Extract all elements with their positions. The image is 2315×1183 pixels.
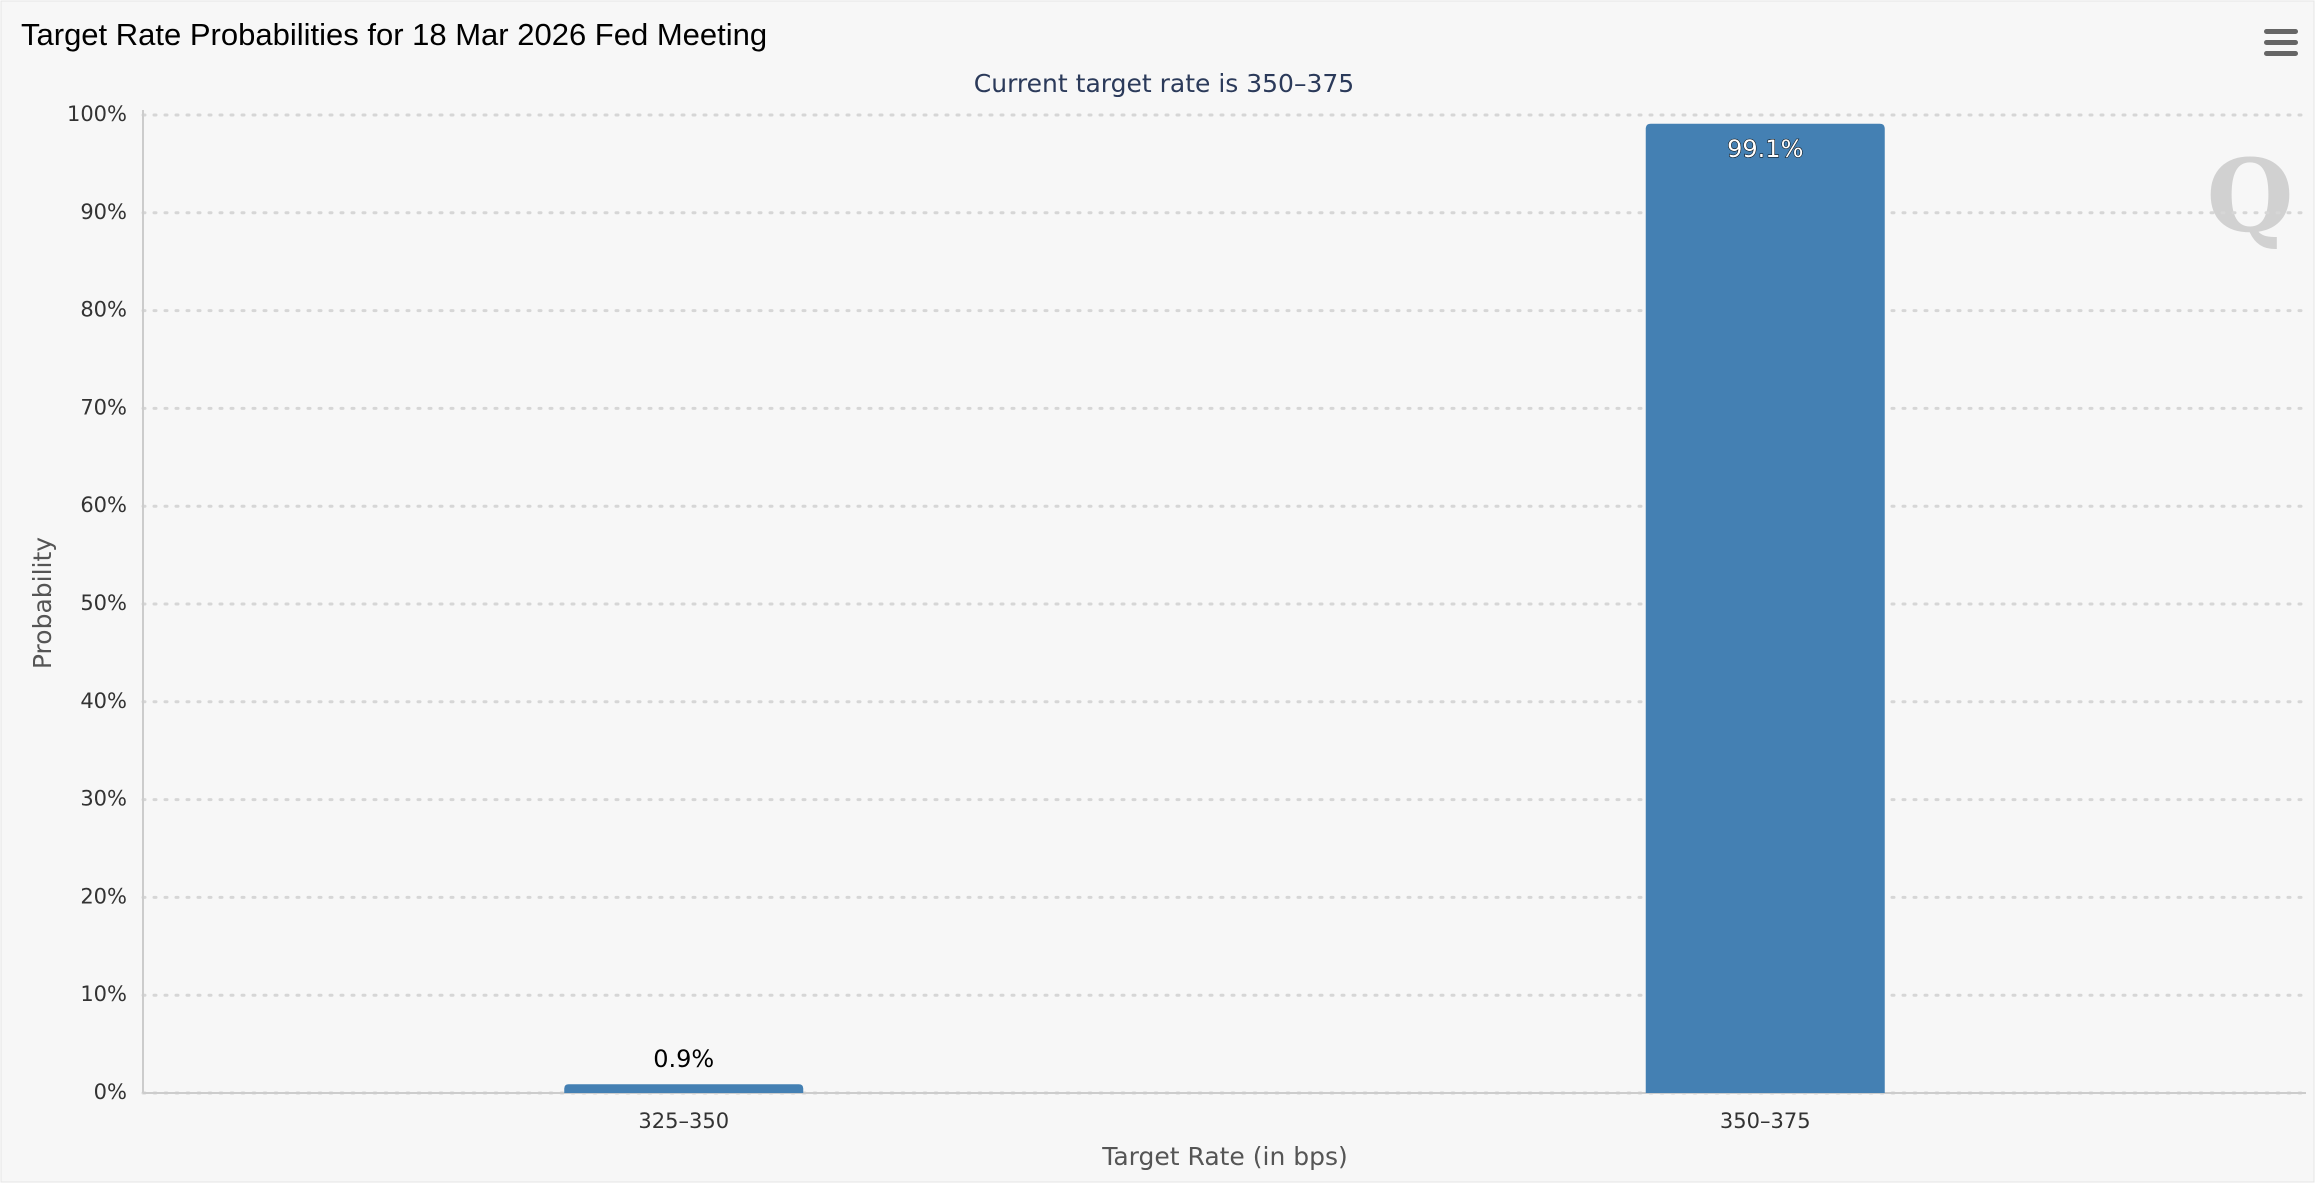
y-axis-title: Probability xyxy=(28,537,57,669)
y-tick-label: 10% xyxy=(80,982,127,1006)
y-tick-label: 60% xyxy=(80,493,127,517)
menu-bar[interactable] xyxy=(2264,40,2298,45)
y-tick-label: 80% xyxy=(80,298,127,322)
bar xyxy=(564,1084,804,1093)
watermark-logo: Q xyxy=(2206,137,2293,255)
x-tick-label: 350–375 xyxy=(1720,1109,1811,1133)
x-tick-label: 325–350 xyxy=(638,1109,729,1133)
menu-button[interactable] xyxy=(2264,29,2298,56)
value-label: 0.9% xyxy=(653,1045,714,1073)
chart-subtitle: Current target rate is 350–375 xyxy=(974,69,1354,98)
y-tick-label: 20% xyxy=(80,884,127,908)
y-tick-label: 0% xyxy=(94,1080,127,1104)
bar xyxy=(1645,123,1885,1093)
y-tick-label: 100% xyxy=(67,102,127,126)
y-tick-label: 70% xyxy=(80,395,127,419)
y-tick-label: 30% xyxy=(80,787,127,811)
y-tick-label: 90% xyxy=(80,200,127,224)
menu-bar[interactable] xyxy=(2264,51,2298,56)
value-label: 99.1% xyxy=(1727,135,1803,163)
x-axis-title: Target Rate (in bps) xyxy=(1101,1142,1348,1171)
chart-title: Target Rate Probabilities for 18 Mar 202… xyxy=(21,17,767,52)
y-tick-label: 50% xyxy=(80,591,127,615)
y-tick-label: 40% xyxy=(80,689,127,713)
plot-area: 0% 10% 20% 30% 40% 50% 60% 70% 80% 90% 100% 325–350… xyxy=(67,102,2308,1133)
menu-bar[interactable] xyxy=(2264,29,2298,34)
